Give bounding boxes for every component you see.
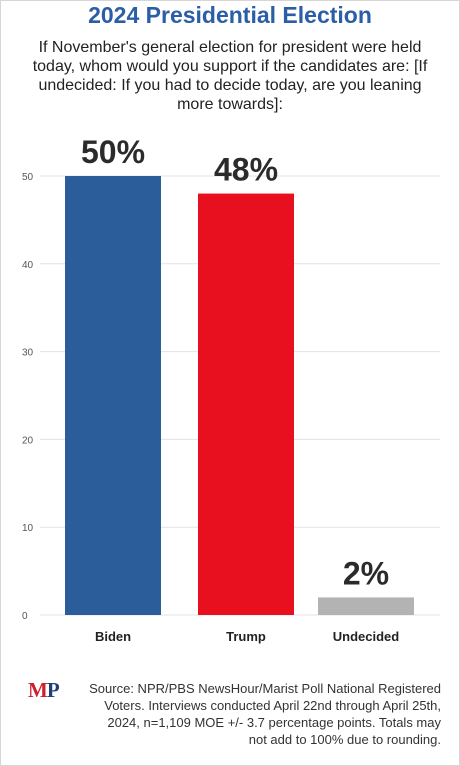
bar-trump — [198, 193, 294, 615]
data-label: 48% — [214, 152, 278, 188]
x-tick-label: Undecided — [333, 629, 400, 644]
data-label: 50% — [81, 134, 145, 170]
y-tick-label: 0 — [22, 611, 28, 622]
y-tick-label: 50 — [22, 172, 34, 183]
x-tick-label: Biden — [95, 629, 131, 644]
chart-title: 2024 Presidential Election — [88, 2, 372, 28]
data-label: 2% — [343, 555, 389, 591]
y-tick-label: 30 — [22, 348, 34, 359]
source-note: Source: NPR/PBS NewsHour/Marist Poll Nat… — [89, 681, 441, 747]
marist-poll-logo: MP — [28, 678, 60, 702]
y-tick-label: 10 — [22, 523, 34, 534]
y-tick-label: 20 — [22, 435, 34, 446]
chart-question: If November's general election for presi… — [32, 39, 428, 113]
x-tick-label: Trump — [226, 629, 266, 644]
bar-biden — [65, 176, 161, 615]
bar-undecided — [318, 597, 414, 615]
y-tick-label: 40 — [22, 260, 34, 271]
